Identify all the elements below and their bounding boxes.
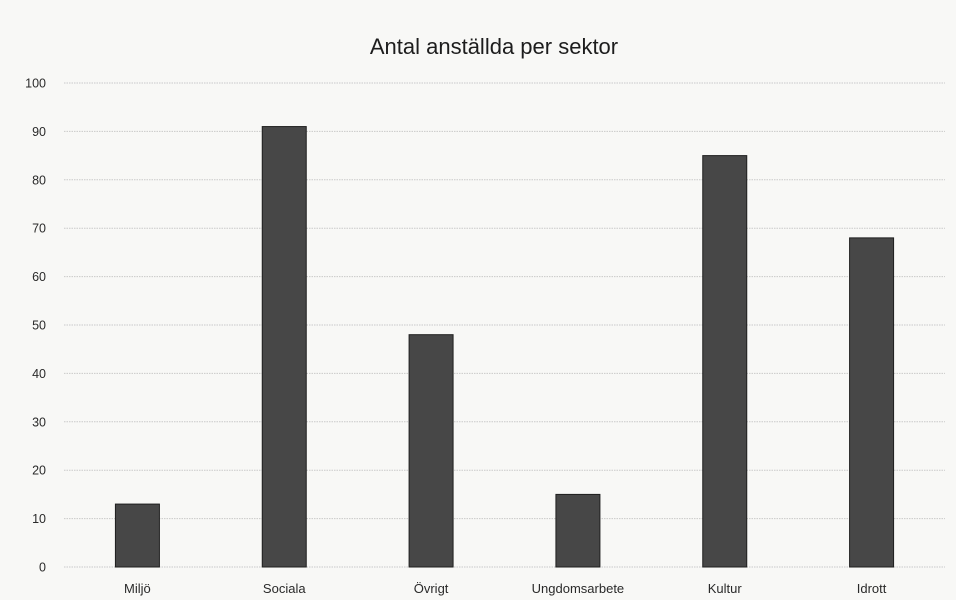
- y-tick-label: 100: [25, 77, 46, 91]
- x-category-label: Sociala: [263, 581, 306, 596]
- y-tick-label: 40: [32, 367, 46, 381]
- x-category-label: Miljö: [124, 581, 151, 596]
- y-tick-label: 20: [32, 464, 46, 478]
- x-category-label: Idrott: [857, 581, 887, 596]
- x-category-label: Övrigt: [414, 581, 449, 596]
- bars: [114, 126, 895, 568]
- y-tick-label: 80: [32, 173, 46, 187]
- y-tick-label: 30: [32, 415, 46, 429]
- bar-2: [408, 334, 454, 568]
- gridlines: [64, 82, 945, 568]
- bar-0: [114, 503, 160, 568]
- y-tick-label: 50: [32, 319, 46, 333]
- x-category-label: Ungdomsarbete: [532, 581, 625, 596]
- bar-3: [555, 493, 601, 568]
- bar-4: [702, 155, 748, 568]
- y-tick-label: 90: [32, 125, 46, 139]
- y-tick-label: 70: [32, 222, 46, 236]
- y-tick-label: 0: [39, 561, 46, 575]
- y-tick-label: 10: [32, 512, 46, 526]
- bar-5: [849, 237, 895, 568]
- bar-1: [261, 126, 307, 568]
- x-category-label: Kultur: [708, 581, 743, 596]
- chart-title: Antal anställda per sektor: [370, 34, 618, 59]
- y-axis-ticks: 0 10 20 30 40 50 60 70 80 90 100: [25, 77, 46, 575]
- x-axis-category-labels: Miljö Sociala Övrigt Ungdomsarbete Kultur Idr…: [124, 581, 887, 596]
- y-tick-label: 60: [32, 270, 46, 284]
